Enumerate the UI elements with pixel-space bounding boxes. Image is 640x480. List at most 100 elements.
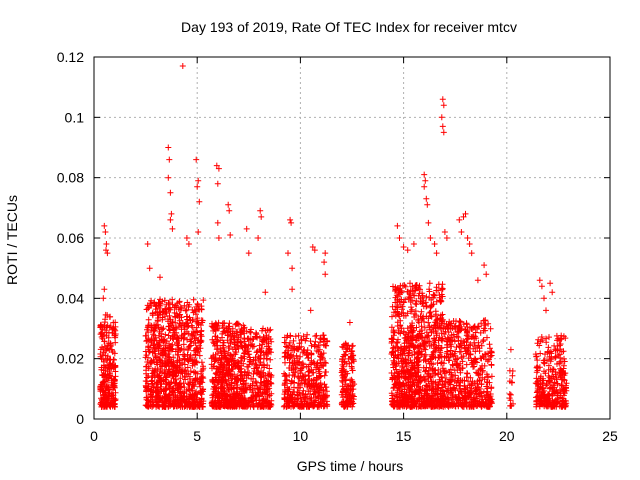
data-point bbox=[171, 380, 178, 387]
data-point bbox=[287, 380, 294, 387]
data-point bbox=[468, 250, 475, 257]
data-point bbox=[419, 290, 426, 297]
data-point bbox=[534, 393, 541, 400]
data-point bbox=[143, 363, 150, 370]
data-point bbox=[219, 320, 226, 327]
data-point bbox=[484, 403, 490, 410]
data-point bbox=[196, 306, 203, 313]
data-point bbox=[155, 341, 162, 348]
data-point bbox=[317, 380, 324, 387]
data-point bbox=[417, 298, 424, 305]
data-point bbox=[176, 311, 183, 318]
data-point bbox=[100, 295, 107, 302]
data-point bbox=[556, 387, 563, 394]
data-point bbox=[547, 280, 554, 287]
data-point bbox=[316, 370, 323, 377]
data-point bbox=[462, 210, 469, 217]
data-point bbox=[394, 296, 401, 303]
data-point bbox=[102, 316, 109, 323]
data-point bbox=[254, 385, 261, 392]
data-point bbox=[423, 195, 430, 202]
x-tick-label: 25 bbox=[602, 428, 618, 444]
data-point bbox=[102, 372, 109, 379]
data-point bbox=[243, 380, 249, 387]
data-point bbox=[449, 361, 456, 368]
data-point bbox=[401, 367, 408, 374]
data-point bbox=[466, 402, 473, 409]
data-point bbox=[343, 342, 350, 349]
data-point bbox=[189, 324, 196, 331]
data-point bbox=[149, 349, 156, 356]
data-point bbox=[259, 391, 266, 398]
data-point bbox=[440, 102, 447, 109]
data-point bbox=[537, 350, 544, 357]
data-point bbox=[198, 359, 205, 366]
data-point bbox=[148, 378, 155, 385]
data-point bbox=[239, 354, 245, 361]
data-point bbox=[428, 360, 435, 367]
data-point bbox=[481, 351, 488, 358]
data-point bbox=[147, 360, 154, 367]
data-point bbox=[307, 307, 314, 314]
data-point bbox=[427, 235, 434, 241]
data-point bbox=[339, 379, 346, 385]
data-point bbox=[257, 359, 264, 366]
data-point bbox=[172, 400, 179, 407]
data-point bbox=[433, 298, 440, 305]
data-point bbox=[241, 324, 248, 331]
data-point bbox=[200, 297, 207, 304]
data-point bbox=[98, 364, 105, 371]
data-point bbox=[407, 334, 414, 341]
data-point bbox=[477, 371, 483, 378]
data-point bbox=[172, 313, 179, 320]
data-point bbox=[231, 402, 238, 409]
data-point bbox=[507, 397, 514, 404]
data-point bbox=[427, 356, 434, 363]
data-point bbox=[320, 363, 327, 370]
data-point bbox=[439, 311, 446, 318]
data-point bbox=[158, 363, 165, 370]
data-point bbox=[440, 388, 447, 395]
data-point bbox=[198, 378, 205, 385]
data-point bbox=[313, 362, 320, 369]
data-point bbox=[400, 312, 407, 319]
data-point bbox=[483, 383, 490, 390]
data-point bbox=[411, 395, 418, 402]
data-point bbox=[187, 368, 194, 375]
data-point bbox=[394, 360, 400, 367]
data-point bbox=[169, 361, 176, 368]
data-point bbox=[169, 346, 176, 353]
data-point bbox=[232, 397, 239, 404]
data-point bbox=[340, 371, 347, 378]
data-point bbox=[481, 322, 488, 329]
data-point bbox=[176, 364, 183, 371]
data-point bbox=[433, 319, 439, 326]
data-point bbox=[481, 262, 488, 269]
data-point bbox=[182, 376, 189, 383]
data-point bbox=[313, 394, 319, 401]
data-point bbox=[209, 392, 216, 399]
data-point bbox=[322, 360, 329, 367]
data-point bbox=[463, 350, 470, 357]
data-point bbox=[229, 355, 236, 362]
data-point bbox=[214, 334, 221, 341]
x-tick-label: 10 bbox=[293, 428, 309, 444]
data-point bbox=[539, 385, 546, 392]
data-point bbox=[424, 383, 431, 390]
data-point bbox=[263, 386, 270, 393]
data-point bbox=[487, 400, 494, 407]
data-point bbox=[143, 388, 150, 395]
data-point bbox=[478, 381, 485, 388]
data-point bbox=[455, 324, 462, 331]
data-point bbox=[149, 370, 156, 377]
data-point bbox=[310, 359, 317, 366]
data-point bbox=[214, 219, 221, 226]
data-point bbox=[242, 395, 248, 402]
data-point bbox=[425, 319, 432, 326]
data-point bbox=[464, 329, 471, 336]
x-axis-label: GPS time / hours bbox=[297, 458, 404, 474]
data-point bbox=[198, 374, 205, 381]
data-point bbox=[170, 397, 177, 403]
data-point bbox=[448, 396, 455, 403]
data-point bbox=[423, 313, 430, 320]
